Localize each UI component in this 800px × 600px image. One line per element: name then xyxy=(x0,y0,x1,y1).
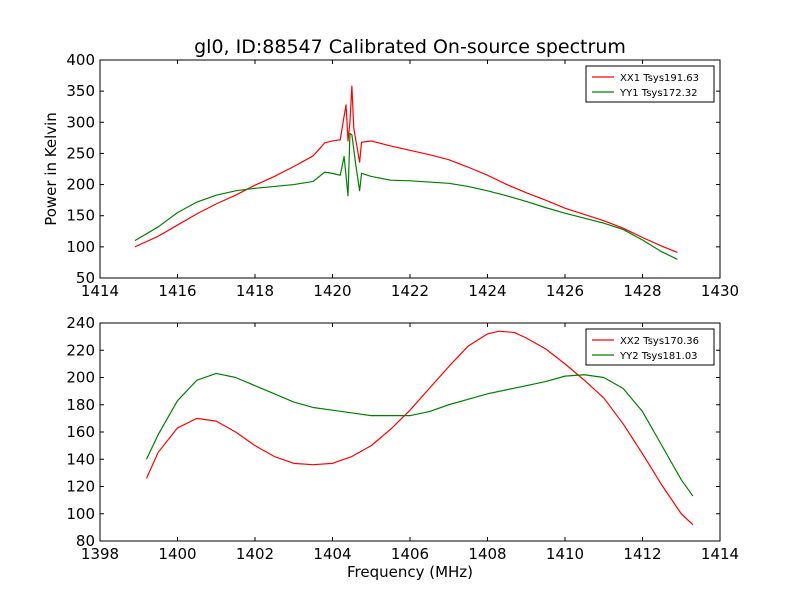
y-tick-label: 160 xyxy=(66,423,95,441)
y-tick-label: 120 xyxy=(66,478,95,496)
y-tick-label: 220 xyxy=(66,341,95,359)
x-tick-label: 1402 xyxy=(236,545,274,563)
y-tick-label: 180 xyxy=(66,396,95,414)
x-tick-label: 1414 xyxy=(81,282,119,300)
x-tick-label: 1400 xyxy=(158,545,196,563)
y-tick-label: 200 xyxy=(66,369,95,387)
x-tick-label: 1418 xyxy=(236,282,274,300)
x-tick-label: 1424 xyxy=(468,282,506,300)
x-tick-label: 1420 xyxy=(313,282,351,300)
x-tick-label: 1404 xyxy=(313,545,351,563)
y-tick-label: 200 xyxy=(66,176,95,194)
plot-panels: 1414 1416 1418 1420 1422 1424 1426 1428 1430 50 10… xyxy=(42,51,739,581)
y-tick-label: 50 xyxy=(76,269,95,287)
x-tick-label: 1398 xyxy=(81,545,119,563)
series-line-yy2 xyxy=(145,372,694,497)
x-tick-label: 1422 xyxy=(391,282,429,300)
legend-entry: YY1 Tsys172.32 xyxy=(619,88,698,99)
legend-box xyxy=(585,328,715,366)
x-tick-label: 1408 xyxy=(468,545,506,563)
legend-entry: YY2 Tsys181.03 xyxy=(619,351,698,362)
y-tick-label: 140 xyxy=(66,450,95,468)
x-tick-label: 1428 xyxy=(623,282,661,300)
legend: XX1 Tsys191.63 YY1 Tsys172.32 xyxy=(585,65,715,103)
y-tick-label: 100 xyxy=(66,505,95,523)
y-tick-label: 300 xyxy=(66,113,95,131)
y-tick-label: 240 xyxy=(66,314,95,332)
bottom-panel: 1398 1400 1402 1404 1406 1408 1410 1412 1414 80 10… xyxy=(66,314,739,581)
x-tick-label: 1416 xyxy=(158,282,196,300)
x-tick-label: 1426 xyxy=(546,282,584,300)
series-line-xx1 xyxy=(134,85,678,254)
y-tick-label: 250 xyxy=(66,144,95,162)
x-axis-label: Frequency (MHz) xyxy=(347,563,473,581)
figure-title: gl0, ID:88547 Calibrated On-source spect… xyxy=(194,36,626,58)
top-panel: 1414 1416 1418 1420 1422 1424 1426 1428 1430 50 10… xyxy=(42,51,739,300)
series-line-yy1 xyxy=(134,132,678,260)
x-tick-label: 1430 xyxy=(701,282,739,300)
y-tick-label: 80 xyxy=(76,532,95,550)
x-tick-label: 1410 xyxy=(546,545,584,563)
y-tick-label: 150 xyxy=(66,207,95,225)
x-tick-label: 1406 xyxy=(391,545,429,563)
legend-entry: XX2 Tsys170.36 xyxy=(620,336,699,347)
y-tick-label: 400 xyxy=(66,51,95,69)
y-tick-label: 100 xyxy=(66,238,95,256)
legend: XX2 Tsys170.36 YY2 Tsys181.03 xyxy=(585,328,715,366)
y-tick-label: 350 xyxy=(66,82,95,100)
x-tick-label: 1414 xyxy=(701,545,739,563)
x-tick-label: 1412 xyxy=(623,545,661,563)
legend-box xyxy=(585,65,715,103)
series-line-xx2 xyxy=(145,330,694,526)
y-axis-label: Power in Kelvin xyxy=(42,112,60,226)
legend-entry: XX1 Tsys191.63 xyxy=(620,73,699,84)
